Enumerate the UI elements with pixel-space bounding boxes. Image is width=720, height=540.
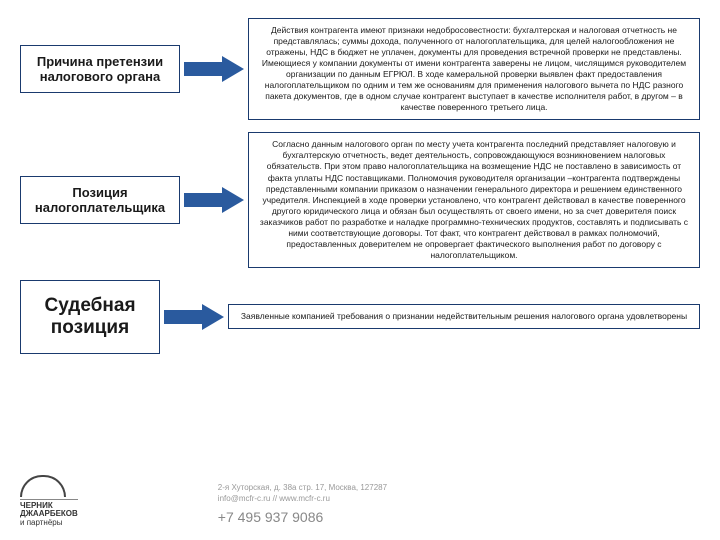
arrow-icon xyxy=(164,304,224,330)
content-position: Согласно данным налогового орган по мест… xyxy=(248,132,700,268)
label-court: Судебная позиция xyxy=(20,280,160,354)
footer: ЧЕРНИК ДЖААРБЕКОВ и партнёры 2-я Хуторск… xyxy=(20,475,700,528)
label-reason: Причина претензии налогового органа xyxy=(20,45,180,93)
address: 2-я Хуторская, д. 38а стр. 17, Москва, 1… xyxy=(218,482,700,493)
arrow-icon xyxy=(184,56,244,82)
arrow-icon xyxy=(184,187,244,213)
row-reason: Причина претензии налогового органа Дейс… xyxy=(0,18,720,120)
logo: ЧЕРНИК ДЖААРБЕКОВ и партнёры xyxy=(20,475,78,528)
logo-line: и партнёры xyxy=(20,519,78,528)
content-area: Причина претензии налогового органа Дейс… xyxy=(0,0,720,354)
email: info@mcfr-c.ru // www.mcfr-c.ru xyxy=(218,493,700,504)
content-reason: Действия контрагента имеют признаки недо… xyxy=(248,18,700,120)
phone: +7 495 937 9086 xyxy=(218,508,700,528)
contact-block: 2-я Хуторская, д. 38а стр. 17, Москва, 1… xyxy=(218,482,700,528)
row-position: Позиция налогоплательщика Согласно данны… xyxy=(0,132,720,268)
logo-icon xyxy=(20,475,66,497)
content-court: Заявленные компанией требования о призна… xyxy=(228,304,700,329)
label-position: Позиция налогоплательщика xyxy=(20,176,180,224)
row-court: Судебная позиция Заявленные компанией тр… xyxy=(0,280,720,354)
logo-text: ЧЕРНИК ДЖААРБЕКОВ и партнёры xyxy=(20,499,78,528)
